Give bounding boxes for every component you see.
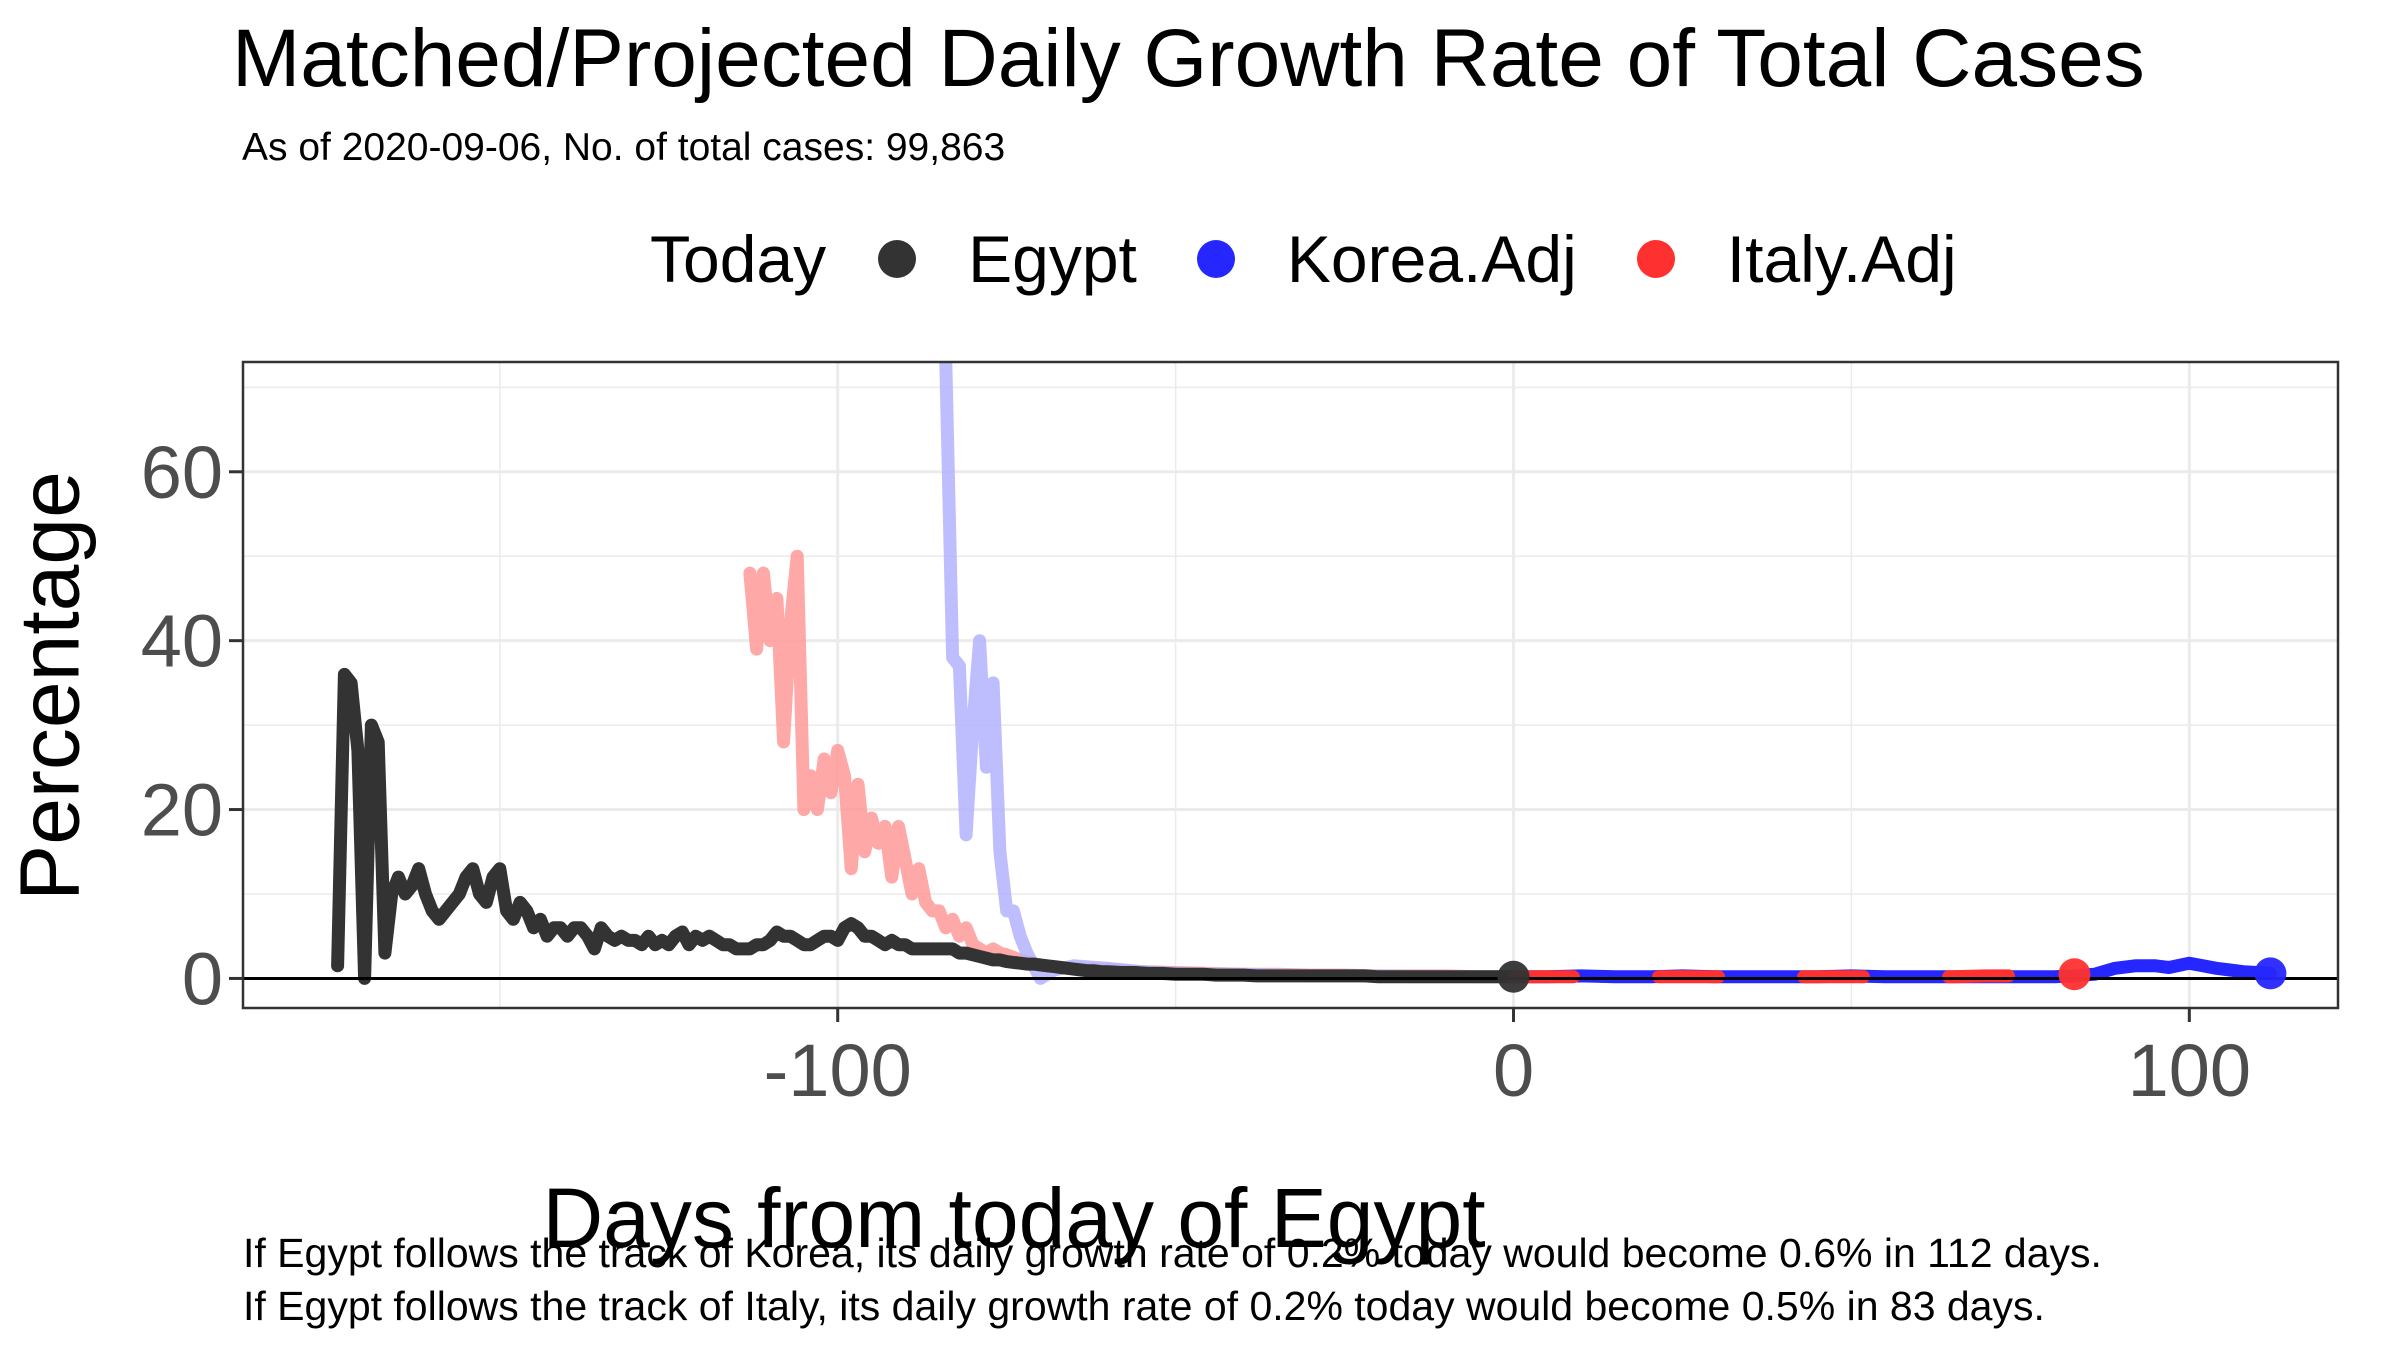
y-tick-label: 40: [141, 600, 223, 683]
plot-border: [241, 360, 2340, 1010]
legend-title: Today: [650, 222, 827, 296]
note-italy: If Egypt follows the track of Italy, its…: [243, 1283, 2045, 1329]
y-axis-label: Percentage: [2, 471, 97, 901]
point-italy-adj: [2058, 958, 2091, 991]
y-tick-label: 20: [141, 769, 223, 852]
series-line-korea-adj-projected: [1507, 956, 2277, 984]
legend-label-egypt: Egypt: [968, 222, 1137, 296]
legend-label-italy: Italy.Adj: [1726, 222, 1957, 296]
point-korea-adj: [2254, 957, 2287, 990]
series-line-egypt-observed: [331, 667, 1520, 985]
x-tick-label: 100: [2128, 1029, 2251, 1112]
y-tick-label: 60: [141, 431, 223, 514]
chart-title: Matched/Projected Daily Growth Rate of T…: [232, 13, 2145, 104]
legend-dot-korea: [1196, 240, 1235, 278]
grid-layer: [243, 362, 2338, 1008]
x-axis-label: Days from today of Egypt: [542, 1171, 1486, 1265]
x-tick-label: 0: [1493, 1029, 1534, 1112]
frame-layer: [241, 360, 2340, 1010]
legend-dot-egypt: [878, 240, 917, 278]
x-tick-label: -100: [764, 1029, 912, 1112]
point-egypt: [1497, 960, 1530, 993]
series-line-italy-adj-projected: [1507, 967, 2081, 984]
series-line-italy-adj-matched: [743, 549, 1520, 984]
series-layer: [243, 362, 2338, 985]
legend-dot-italy: [1636, 240, 1675, 278]
tick-layer: -100 0 100 0 20 40 60: [141, 431, 2251, 1112]
chart-subtitle: As of 2020-09-06, No. of total cases: 99…: [242, 126, 1006, 169]
y-tick-label: 0: [182, 937, 223, 1020]
legend: Today Egypt Korea.Adj Italy.Adj: [650, 214, 2017, 304]
note-korea: If Egypt follows the track of Korea, its…: [243, 1230, 2102, 1276]
points-layer: [1497, 957, 2287, 993]
series-line-korea-adj-matched: [939, 362, 1520, 985]
legend-label-korea: Korea.Adj: [1286, 222, 1577, 296]
